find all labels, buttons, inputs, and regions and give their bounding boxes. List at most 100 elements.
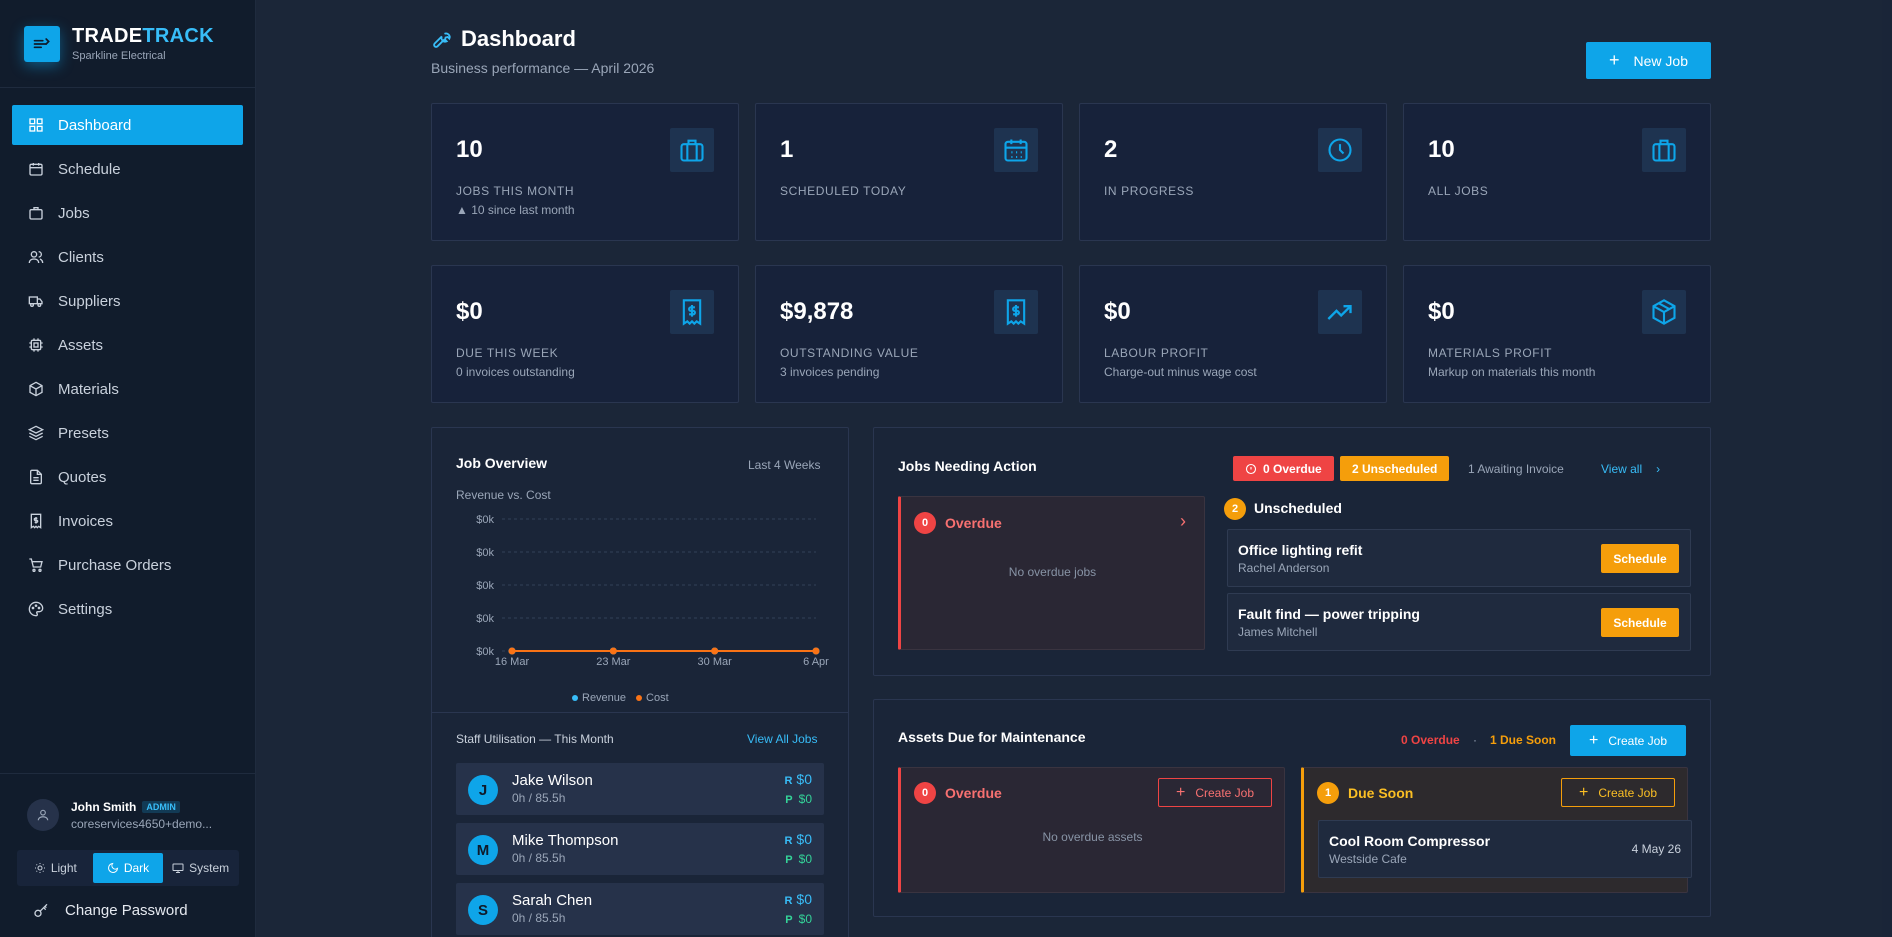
sidebar-item-clients[interactable]: Clients — [12, 237, 243, 277]
staff-row[interactable]: S Sarah Chen 0h / 85.5h R $0 P $0 — [456, 883, 824, 935]
y-tick-label: $0k — [476, 646, 494, 658]
overdue-count: 0 — [914, 512, 936, 534]
overdue-assets-panel: 0 Overdue + Create Job No overdue assets — [898, 767, 1285, 893]
stat-card-in-progress[interactable]: 2 In progress — [1079, 103, 1387, 241]
scrollbar[interactable] — [1882, 0, 1892, 937]
sidebar-item-invoices[interactable]: Invoices — [12, 501, 243, 541]
schedule-button[interactable]: Schedule — [1601, 544, 1679, 573]
sidebar-footer: John Smith ADMIN coreservices4650+demo...… — [0, 773, 255, 937]
schedule-button[interactable]: Schedule — [1601, 608, 1679, 637]
empty-state: No overdue jobs — [1008, 565, 1097, 579]
sidebar-item-assets[interactable]: Assets — [12, 325, 243, 365]
sidebar-item-schedule[interactable]: Schedule — [12, 149, 243, 189]
staff-hours: 0h / 85.5h — [512, 791, 566, 805]
plus-icon: + — [1609, 50, 1620, 70]
stat-label: Due this week — [456, 346, 559, 360]
theme-dark-button[interactable]: Dark — [92, 853, 164, 883]
job-title: Fault find — power tripping — [1238, 606, 1420, 622]
chart-legend: Revenue Cost — [572, 692, 669, 704]
wrench-icon — [433, 32, 451, 48]
stat-card-due-this-week[interactable]: $0 Due this week 0 invoices outstanding — [431, 265, 739, 403]
staff-name: Mike Thompson — [512, 832, 619, 849]
stat-value: $0 — [456, 298, 483, 325]
stat-card-materials-profit[interactable]: $0 Materials profit Markup on materials … — [1403, 265, 1711, 403]
stat-sub: 3 invoices pending — [780, 365, 880, 379]
overdue-panel-title: Overdue — [945, 515, 1002, 531]
view-all-link[interactable]: View all › — [1601, 462, 1661, 476]
brand[interactable]: TRADETRACK Sparkline Electrical — [0, 0, 255, 88]
assets-maintenance-card: Assets Due for Maintenance 0 Overdue · 1… — [873, 699, 1711, 917]
stat-label: Jobs this month — [456, 184, 575, 198]
sidebar-item-settings[interactable]: Settings — [12, 589, 243, 629]
staff-row[interactable]: J Jake Wilson 0h / 85.5h R $0 P $0 — [456, 763, 824, 815]
data-point-cost[interactable] — [609, 647, 617, 655]
sidebar-item-label: Dashboard — [58, 116, 132, 134]
view-all-jobs-link[interactable]: View All Jobs — [747, 732, 818, 746]
sidebar-item-quotes[interactable]: Quotes — [12, 457, 243, 497]
monitor-icon — [172, 863, 184, 873]
overdue-badge[interactable]: 0 Overdue — [1233, 456, 1334, 481]
user-email: coreservices4650+demo... — [71, 816, 213, 831]
receipt-icon — [28, 513, 44, 529]
sidebar-item-purchase-orders[interactable]: Purchase Orders — [12, 545, 243, 585]
create-job-button[interactable]: + Create Job — [1570, 725, 1686, 756]
staff-row[interactable]: M Mike Thompson 0h / 85.5h R $0 P $0 — [456, 823, 824, 875]
y-tick-label: $0k — [476, 580, 494, 592]
change-password-link[interactable]: Change Password — [0, 886, 255, 919]
alert-circle-icon — [1245, 463, 1257, 474]
sidebar-item-dashboard[interactable]: Dashboard — [12, 105, 243, 145]
awaiting-invoice-text[interactable]: 1 Awaiting Invoice — [1468, 462, 1564, 476]
create-job-button[interactable]: + Create Job — [1158, 778, 1272, 807]
staff-profit: P $0 — [785, 852, 812, 866]
cpu-icon — [28, 337, 44, 353]
data-point-cost[interactable] — [812, 647, 820, 655]
unscheduled-job-row[interactable]: Fault find — power tripping James Mitche… — [1227, 593, 1691, 651]
stat-card-scheduled-today[interactable]: 1 Scheduled today — [755, 103, 1063, 241]
data-point-cost[interactable] — [711, 647, 719, 655]
clock-icon — [1318, 128, 1362, 172]
sidebar-item-materials[interactable]: Materials — [12, 369, 243, 409]
x-tick-label: 23 Mar — [596, 656, 631, 668]
staff-hours: 0h / 85.5h — [512, 911, 566, 925]
user-profile[interactable]: John Smith ADMIN coreservices4650+demo... — [0, 774, 255, 831]
theme-light-button[interactable]: Light — [20, 853, 91, 883]
sidebar-item-jobs[interactable]: Jobs — [12, 193, 243, 233]
chevron-right-icon: › — [1656, 462, 1661, 476]
new-job-button[interactable]: + New Job — [1586, 42, 1711, 79]
trending-up-icon — [1318, 290, 1362, 334]
stat-card-all-jobs[interactable]: 10 All jobs — [1403, 103, 1711, 241]
unscheduled-job-row[interactable]: Office lighting refit Rachel Anderson Sc… — [1227, 529, 1691, 587]
theme-system-button[interactable]: System — [165, 853, 236, 883]
staff-profit: P $0 — [785, 912, 812, 926]
plus-icon: + — [1578, 783, 1589, 801]
due-soon-assets-panel: 1 Due Soon + Create Job Cool Room Compres… — [1301, 767, 1692, 893]
stat-value: 10 — [1428, 136, 1455, 163]
create-job-button[interactable]: + Create Job — [1561, 778, 1675, 807]
brand-name: TRADETRACK — [72, 25, 214, 47]
x-tick-label: 6 Apr — [803, 656, 829, 668]
staff-revenue: R $0 — [784, 771, 812, 787]
page-subtitle: Business performance — April 2026 — [431, 60, 655, 76]
sidebar-item-label: Schedule — [58, 160, 121, 178]
role-badge: ADMIN — [142, 800, 180, 813]
sidebar-item-label: Invoices — [58, 512, 114, 530]
users-icon — [28, 249, 44, 265]
sidebar-item-label: Clients — [58, 248, 104, 266]
data-point-cost[interactable] — [508, 647, 516, 655]
chevron-right-icon[interactable]: › — [1180, 511, 1186, 531]
sidebar-item-suppliers[interactable]: Suppliers — [12, 281, 243, 321]
stat-card-outstanding-value[interactable]: $9,878 Outstanding value 3 invoices pend… — [755, 265, 1063, 403]
stat-sub: ▲ 10 since last month — [456, 203, 575, 217]
briefcase-icon — [1642, 128, 1686, 172]
stat-card-jobs-this-month[interactable]: 10 Jobs this month ▲ 10 since last month — [431, 103, 739, 241]
stat-value: $0 — [1104, 298, 1131, 325]
stat-card-labour-profit[interactable]: $0 Labour profit Charge-out minus wage c… — [1079, 265, 1387, 403]
range-selector[interactable]: Last 4 Weeks — [748, 458, 821, 472]
legend-revenue: Revenue — [572, 692, 626, 704]
chart-subtitle: Revenue vs. Cost — [456, 488, 551, 502]
asset-row[interactable]: Cool Room Compressor Westside Cafe 4 May… — [1318, 820, 1692, 878]
unscheduled-badge[interactable]: 2 Unscheduled — [1340, 456, 1450, 481]
sidebar-item-presets[interactable]: Presets — [12, 413, 243, 453]
staff-avatar: M — [468, 835, 498, 865]
